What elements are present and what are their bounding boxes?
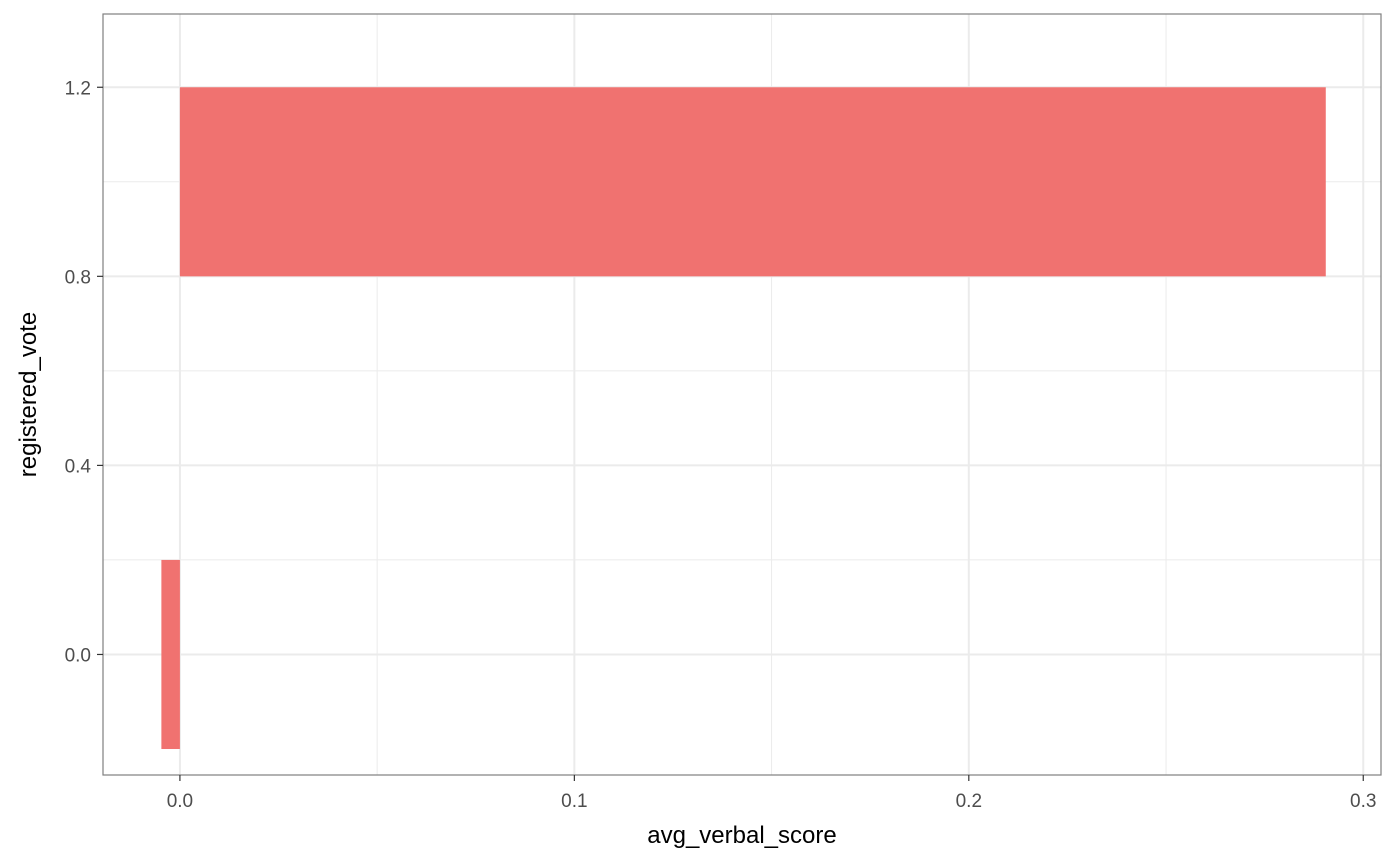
x-tick-label: 0.3 <box>1350 791 1376 812</box>
x-axis-title: avg_verbal_score <box>647 822 836 849</box>
x-tick-label: 0.2 <box>956 791 982 812</box>
y-axis: 0.0 0.4 0.8 1.2 <box>65 78 103 666</box>
y-tick-label: 1.2 <box>65 78 91 99</box>
panel-border <box>102 13 1382 776</box>
bars <box>161 87 1326 750</box>
y-tick-label: 0.4 <box>65 456 92 477</box>
bar-category-1 <box>179 87 1326 277</box>
y-tick-label: 0.8 <box>65 267 91 288</box>
y-tick-label: 0.0 <box>65 645 91 666</box>
bar-category-0 <box>161 559 180 750</box>
x-axis: 0.0 0.1 0.2 0.3 <box>167 775 1376 812</box>
y-axis-title: registered_vote <box>15 312 42 477</box>
x-tick-label: 0.0 <box>167 791 193 812</box>
x-tick-label: 0.1 <box>561 791 587 812</box>
